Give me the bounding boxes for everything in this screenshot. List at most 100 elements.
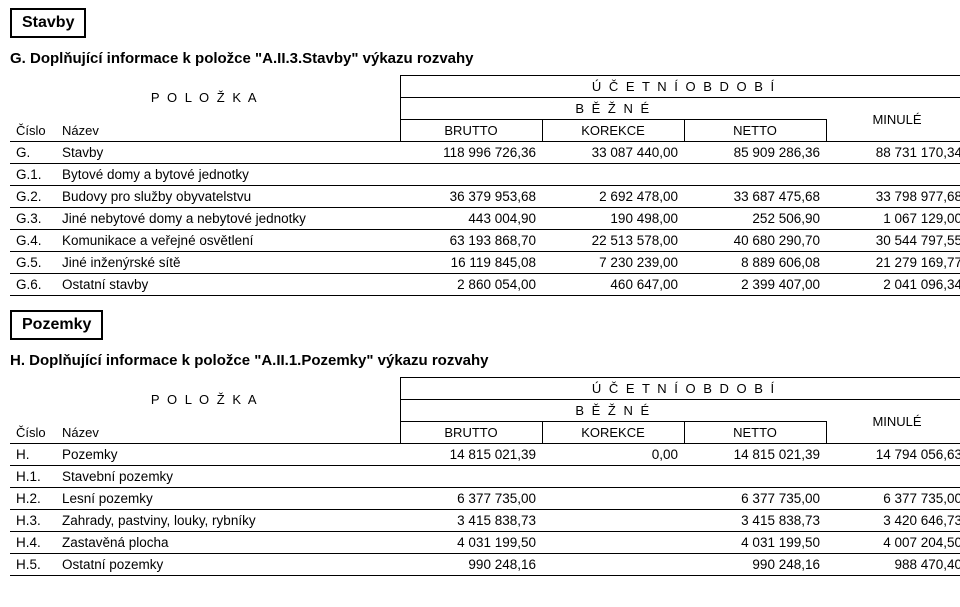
hdr2-bezne: B Ě Ž N É (400, 400, 826, 422)
cell-brutto: 14 815 021,39 (400, 444, 542, 466)
cell-brutto: 118 996 726,36 (400, 142, 542, 164)
cell-cislo: H. (10, 444, 56, 466)
cell-netto: 33 687 475,68 (684, 186, 826, 208)
table-row: G.4.Komunikace a veřejné osvětlení63 193… (10, 230, 960, 252)
cell-korekce: 22 513 578,00 (542, 230, 684, 252)
cell-nazev: Stavby (56, 142, 400, 164)
cell-cislo: G.2. (10, 186, 56, 208)
hdr-polozka-label: P O L O Ž K A (151, 90, 259, 105)
cell-cislo: G.4. (10, 230, 56, 252)
cell-netto: 990 248,16 (684, 554, 826, 576)
table-row: H.Pozemky14 815 021,390,0014 815 021,391… (10, 444, 960, 466)
cell-nazev: Budovy pro služby obyvatelstvu (56, 186, 400, 208)
cell-nazev: Jiné inženýrské sítě (56, 252, 400, 274)
cell-minule: 88 731 170,34 (826, 142, 960, 164)
cell-netto: 85 909 286,36 (684, 142, 826, 164)
cell-brutto (400, 466, 542, 488)
hdr2-minule-label: MINULÉ (872, 414, 921, 429)
section-heading-pozemky: H. Doplňující informace k položce "A.II.… (10, 352, 950, 369)
cell-korekce: 7 230 239,00 (542, 252, 684, 274)
hdr-bezne: B Ě Ž N É (400, 98, 826, 120)
hdr-nazev-label: Název (62, 123, 99, 138)
cell-netto: 6 377 735,00 (684, 488, 826, 510)
table-pozemky: P O L O Ž K A Ú Č E T N Í O B D O B Í B … (10, 377, 960, 576)
cell-minule: 4 007 204,50 (826, 532, 960, 554)
cell-nazev: Pozemky (56, 444, 400, 466)
hdr-cislo: Číslo (10, 120, 56, 142)
hdr-brutto: BRUTTO (400, 120, 542, 142)
hdr2-nazev-label: Název (62, 425, 99, 440)
cell-minule: 14 794 056,63 (826, 444, 960, 466)
cell-korekce: 2 692 478,00 (542, 186, 684, 208)
hdr2-nazev: Název (56, 422, 400, 444)
hdr-korekce-label: KOREKCE (581, 123, 645, 138)
cell-minule (826, 466, 960, 488)
hdr2-bezne-label: B Ě Ž N É (575, 403, 651, 418)
hdr2-korekce-label: KOREKCE (581, 425, 645, 440)
cell-nazev: Ostatní stavby (56, 274, 400, 296)
cell-korekce (542, 164, 684, 186)
cell-cislo: G.3. (10, 208, 56, 230)
table-row: G.Stavby118 996 726,3633 087 440,0085 90… (10, 142, 960, 164)
cell-minule: 6 377 735,00 (826, 488, 960, 510)
cell-brutto (400, 164, 542, 186)
hdr-cislo-label: Číslo (16, 123, 46, 138)
hdr2-polozka: P O L O Ž K A (10, 378, 400, 422)
hdr-obdobi-label: Ú Č E T N Í O B D O B Í (592, 79, 776, 94)
cell-korekce: 33 087 440,00 (542, 142, 684, 164)
cell-nazev: Jiné nebytové domy a nebytové jednotky (56, 208, 400, 230)
table-stavby: P O L O Ž K A Ú Č E T N Í O B D O B Í B … (10, 75, 960, 296)
table-row: G.1.Bytové domy a bytové jednotky (10, 164, 960, 186)
cell-netto (684, 164, 826, 186)
table-row: G.2.Budovy pro služby obyvatelstvu36 379… (10, 186, 960, 208)
cell-cislo: G.6. (10, 274, 56, 296)
cell-cislo: G.5. (10, 252, 56, 274)
hdr-minule: MINULÉ (826, 98, 960, 142)
cell-netto: 2 399 407,00 (684, 274, 826, 296)
table-row: H.1.Stavební pozemky (10, 466, 960, 488)
cell-korekce (542, 554, 684, 576)
hdr2-netto-label: NETTO (733, 425, 777, 440)
hdr2-brutto-label: BRUTTO (444, 425, 497, 440)
cell-minule: 21 279 169,77 (826, 252, 960, 274)
cell-minule: 1 067 129,00 (826, 208, 960, 230)
cell-brutto: 3 415 838,73 (400, 510, 542, 532)
cell-korekce (542, 510, 684, 532)
cell-nazev: Bytové domy a bytové jednotky (56, 164, 400, 186)
cell-minule: 30 544 797,55 (826, 230, 960, 252)
hdr-netto-label: NETTO (733, 123, 777, 138)
hdr2-obdobi: Ú Č E T N Í O B D O B Í (400, 378, 960, 400)
cell-korekce (542, 532, 684, 554)
hdr-netto: NETTO (684, 120, 826, 142)
cell-cislo: H.2. (10, 488, 56, 510)
cell-netto: 252 506,90 (684, 208, 826, 230)
cell-nazev: Zastavěná plocha (56, 532, 400, 554)
cell-netto: 14 815 021,39 (684, 444, 826, 466)
cell-cislo: H.4. (10, 532, 56, 554)
cell-netto (684, 466, 826, 488)
cell-nazev: Stavební pozemky (56, 466, 400, 488)
cell-brutto: 36 379 953,68 (400, 186, 542, 208)
cell-minule: 3 420 646,73 (826, 510, 960, 532)
hdr2-obdobi-label: Ú Č E T N Í O B D O B Í (592, 381, 776, 396)
cell-cislo: H.1. (10, 466, 56, 488)
cell-korekce: 0,00 (542, 444, 684, 466)
cell-korekce: 460 647,00 (542, 274, 684, 296)
table-row: H.3.Zahrady, pastviny, louky, rybníky3 4… (10, 510, 960, 532)
cell-korekce (542, 466, 684, 488)
cell-minule: 33 798 977,68 (826, 186, 960, 208)
cell-nazev: Komunikace a veřejné osvětlení (56, 230, 400, 252)
cell-korekce (542, 488, 684, 510)
cell-minule (826, 164, 960, 186)
section-title-pozemky: Pozemky (10, 310, 103, 340)
cell-minule: 988 470,40 (826, 554, 960, 576)
cell-nazev: Zahrady, pastviny, louky, rybníky (56, 510, 400, 532)
cell-brutto: 6 377 735,00 (400, 488, 542, 510)
hdr-polozka: P O L O Ž K A (10, 76, 400, 120)
cell-brutto: 4 031 199,50 (400, 532, 542, 554)
hdr-nazev: Název (56, 120, 400, 142)
cell-brutto: 16 119 845,08 (400, 252, 542, 274)
cell-brutto: 63 193 868,70 (400, 230, 542, 252)
hdr2-netto: NETTO (684, 422, 826, 444)
hdr2-korekce: KOREKCE (542, 422, 684, 444)
